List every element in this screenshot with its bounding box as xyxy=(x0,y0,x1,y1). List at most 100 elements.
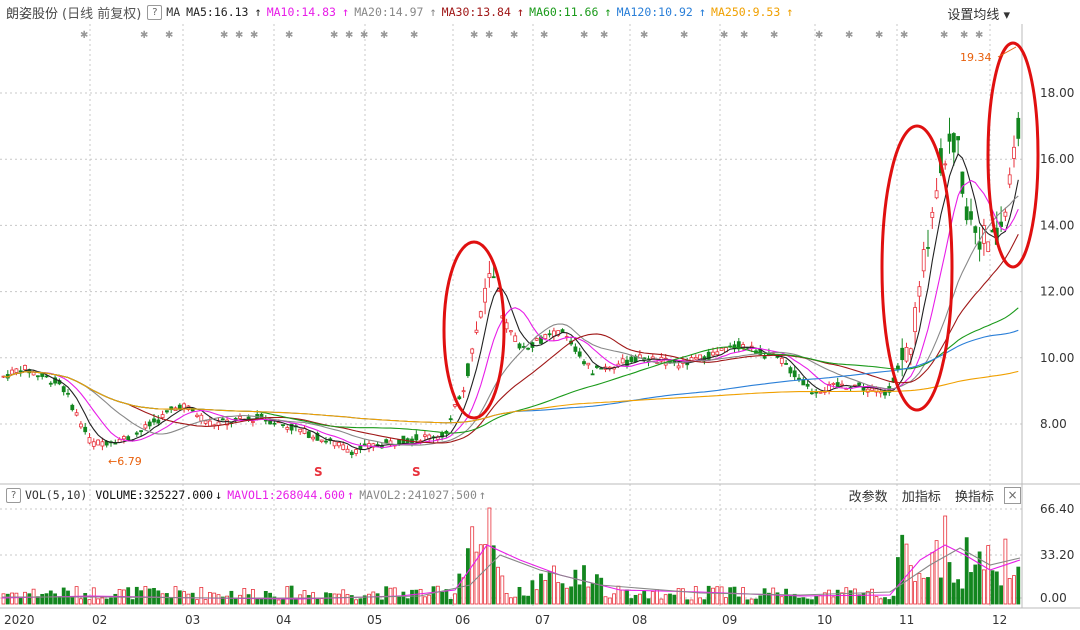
event-marker: ✱ xyxy=(220,30,228,41)
volume-bar xyxy=(293,599,298,605)
add-indicator-button[interactable]: 加指标 xyxy=(901,490,941,505)
candle-body xyxy=(969,211,973,220)
volume-bar xyxy=(564,587,569,605)
volume-bar xyxy=(418,588,423,605)
volume-bar xyxy=(453,593,457,605)
candle-body xyxy=(1016,117,1021,139)
volume-bar xyxy=(1012,575,1016,605)
ma-legend-item: MA30:13.84 xyxy=(441,5,511,19)
event-marker: ✱ xyxy=(410,30,418,41)
volume-bar xyxy=(487,507,492,605)
volume-bar xyxy=(504,593,509,605)
candle-body xyxy=(190,407,195,412)
volume-bar xyxy=(246,594,251,605)
volume-bar xyxy=(27,593,32,605)
candle-body xyxy=(66,392,70,395)
candle-body xyxy=(31,371,36,376)
volume-bar xyxy=(543,580,548,605)
month-label: 07 xyxy=(535,613,550,627)
candle-body xyxy=(122,436,126,440)
volume-bar xyxy=(289,585,294,605)
candle-body xyxy=(238,416,242,419)
candle-body xyxy=(896,365,900,370)
volume-bar xyxy=(779,596,784,605)
candle-body xyxy=(792,370,797,378)
volume-bar xyxy=(259,598,264,605)
volume-bar xyxy=(857,594,862,605)
switch-indicator-button[interactable]: 换指标 xyxy=(954,490,994,505)
candle-body xyxy=(53,377,57,384)
volume-bar xyxy=(96,598,100,605)
event-marker: ✱ xyxy=(845,30,853,41)
candle-body xyxy=(582,361,586,365)
candle-body xyxy=(913,307,917,333)
volume-indicator-bar: ? VOL(5,10) VOLUME:325227.000 ↓ MAVOL1:2… xyxy=(0,486,1030,504)
volume-bar xyxy=(1003,538,1008,605)
volume-bar xyxy=(405,598,410,605)
volume-bar xyxy=(306,595,311,605)
volume-bar xyxy=(14,592,19,605)
month-label: 12 xyxy=(992,613,1007,627)
candle-body xyxy=(96,439,100,446)
candle-body xyxy=(83,426,88,433)
edit-params-button[interactable]: 改参数 xyxy=(848,490,888,505)
candle-body xyxy=(281,424,285,427)
candle-body xyxy=(134,432,139,435)
candle-body xyxy=(414,434,419,441)
period-label[interactable]: (日线 前复权) xyxy=(62,6,142,22)
candle-body xyxy=(788,367,793,374)
ma-items: MA5:16.13 ↑ MA10:14.83 ↑ MA20:14.97 ↑ MA30:13.… xyxy=(186,5,798,19)
event-marker: ✱ xyxy=(285,30,293,41)
ma-line xyxy=(3,370,1019,424)
volume-bar xyxy=(754,598,758,605)
volume-bar xyxy=(930,552,935,605)
volume-bar xyxy=(203,599,208,605)
volume-bar xyxy=(741,587,745,605)
volume-tick-label: 33.20 xyxy=(1040,548,1074,562)
up-arrow-icon: ↑ xyxy=(516,5,525,19)
candle-body xyxy=(620,358,625,364)
volume-bar xyxy=(994,571,999,605)
event-marker: ✱ xyxy=(330,30,338,41)
candle-body xyxy=(508,330,513,333)
candle-body xyxy=(483,287,488,303)
volume-bar xyxy=(977,551,982,605)
volume-bar xyxy=(853,588,857,605)
help-icon[interactable]: ? xyxy=(147,4,163,20)
candle-body xyxy=(250,421,255,423)
close-icon[interactable]: × xyxy=(1004,487,1021,504)
candle-body xyxy=(143,424,148,429)
candle-body xyxy=(23,365,27,371)
highlight-circle xyxy=(986,41,1040,269)
month-label: 03 xyxy=(185,613,200,627)
candle-body xyxy=(526,347,530,350)
candle-body xyxy=(100,441,105,447)
volume-bar xyxy=(276,599,281,605)
ma-legend-item: MA250:9.53 xyxy=(711,5,781,19)
volume-bar xyxy=(483,544,488,605)
volume-bar xyxy=(646,598,651,605)
ma-settings-button[interactable]: 设置均线 ▾ xyxy=(947,8,1010,23)
candle-body xyxy=(625,359,629,366)
candle-body xyxy=(354,449,359,454)
volume-bar xyxy=(599,577,604,605)
volume-bar xyxy=(582,565,586,605)
candle-body xyxy=(48,382,53,385)
volume-bar xyxy=(341,589,346,605)
ma-line xyxy=(3,307,1019,434)
event-marker: ✱ xyxy=(380,30,388,41)
candle-body xyxy=(207,420,212,427)
event-marker: ✱ xyxy=(940,30,948,41)
volume-help-icon[interactable]: ? xyxy=(6,487,21,503)
volume-bar xyxy=(109,597,113,605)
event-marker: ✱ xyxy=(345,30,353,41)
candle-body xyxy=(87,437,92,444)
ma-line xyxy=(3,195,1019,446)
event-marker: ✱ xyxy=(740,30,748,41)
volume-bar xyxy=(448,598,453,605)
candle-body xyxy=(818,391,823,394)
volume-bar xyxy=(732,586,737,605)
volume-bar xyxy=(822,592,827,605)
candle-body xyxy=(921,249,926,272)
